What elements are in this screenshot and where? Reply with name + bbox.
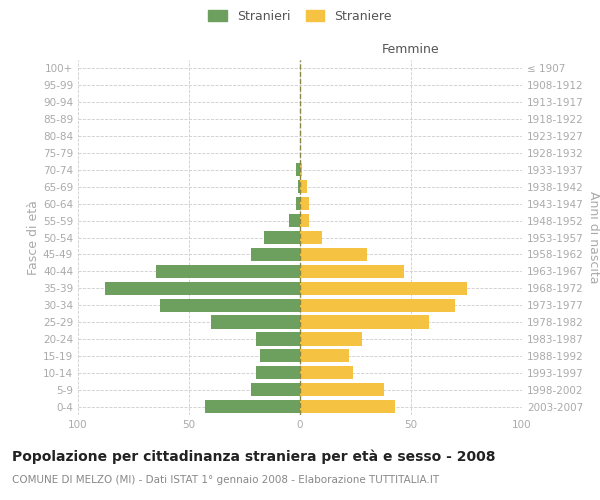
Legend: Stranieri, Straniere: Stranieri, Straniere xyxy=(205,6,395,26)
Bar xyxy=(300,231,322,244)
Bar xyxy=(156,264,300,278)
Bar xyxy=(300,366,353,380)
Bar xyxy=(300,164,302,176)
Bar xyxy=(251,383,300,396)
Bar xyxy=(300,264,404,278)
Y-axis label: Anni di nascita: Anni di nascita xyxy=(587,191,600,284)
Bar xyxy=(289,214,300,227)
Y-axis label: Fasce di età: Fasce di età xyxy=(27,200,40,275)
Bar xyxy=(300,180,307,194)
Bar xyxy=(160,298,300,312)
Bar xyxy=(260,349,300,362)
Text: COMUNE DI MELZO (MI) - Dati ISTAT 1° gennaio 2008 - Elaborazione TUTTITALIA.IT: COMUNE DI MELZO (MI) - Dati ISTAT 1° gen… xyxy=(12,475,439,485)
Bar xyxy=(265,231,300,244)
Bar xyxy=(300,248,367,261)
Bar xyxy=(296,164,300,176)
Bar xyxy=(251,248,300,261)
Bar xyxy=(300,400,395,413)
Text: Popolazione per cittadinanza straniera per età e sesso - 2008: Popolazione per cittadinanza straniera p… xyxy=(12,450,496,464)
Bar xyxy=(300,282,467,295)
Bar xyxy=(300,349,349,362)
Bar xyxy=(296,197,300,210)
Text: Femmine: Femmine xyxy=(382,44,440,57)
Bar xyxy=(300,298,455,312)
Bar xyxy=(300,197,309,210)
Bar xyxy=(256,366,300,380)
Bar xyxy=(211,316,300,328)
Bar xyxy=(104,282,300,295)
Bar xyxy=(300,383,385,396)
Bar xyxy=(298,180,300,194)
Bar xyxy=(300,316,429,328)
Bar xyxy=(205,400,300,413)
Bar xyxy=(256,332,300,345)
Bar xyxy=(300,214,309,227)
Bar xyxy=(300,332,362,345)
